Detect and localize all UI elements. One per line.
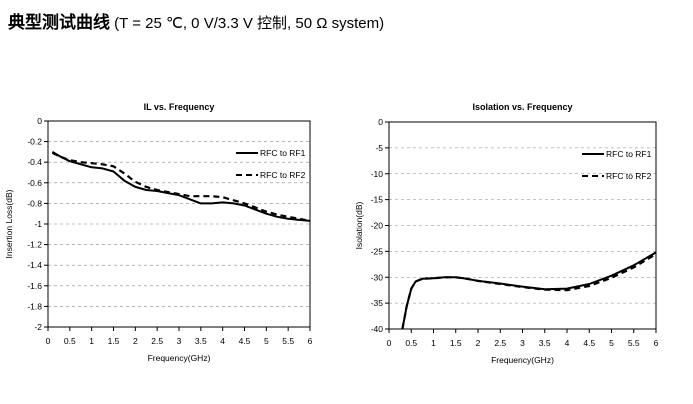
y-tick-label: -40 [371,324,384,334]
y-tick-label: -1.2 [27,240,42,250]
isolation-chart: Isolation vs. Frequency 0 -5 -10 -15 -20 -25 -3… [354,102,659,365]
x-tick-label: 0.5 [405,338,417,348]
header-title-conditions: (T = 25 ℃, 0 V/3.3 V 控制, 50 Ω system) [110,15,385,32]
page-header: 典型测试曲线 (T = 25 ℃, 0 V/3.3 V 控制, 50 Ω sys… [8,8,384,33]
x-tick-label: 0 [387,338,392,348]
x-tick-label: 2 [476,338,481,348]
x-tick-label: 0 [46,336,51,346]
series-line-2 [401,253,657,330]
x-tick-label: 2.5 [494,338,506,348]
y-tick-label: -0.2 [27,137,42,147]
y-tick-label: -15 [371,195,384,205]
x-tick-label: 0.5 [64,336,76,346]
x-tick-label: 2.5 [151,336,163,346]
x-tick-label: 3.5 [539,338,551,348]
y-tick-label: 0 [378,117,383,127]
y-axis-label: Insertion Loss(dB) [4,189,14,258]
x-tick-label: 6 [654,338,659,348]
x-tick-label: 5.5 [282,336,294,346]
chart-title: IL vs. Frequency [144,102,215,112]
x-tick-label: 4 [565,338,570,348]
series-line-1 [401,251,657,330]
x-tick-label: 5 [609,338,614,348]
x-tick-label: 6 [308,336,313,346]
header-title-bold: 典型测试曲线 [8,13,110,32]
y-tick-label: -2 [34,322,42,332]
chart-title: Isolation vs. Frequency [472,102,572,112]
y-tick-label: -10 [371,169,384,179]
x-tick-label: 3 [177,336,182,346]
legend-label: RFC to RF1 [606,149,652,159]
x-tick-label: 1.5 [108,336,120,346]
il-chart: IL vs. Frequency 0 -0.2 -0.4 -0.6 -0.8 -1 -1.2 -… [4,102,313,363]
y-tick-label: -1.4 [27,260,42,270]
y-tick-label: -0.6 [27,178,42,188]
x-tick-label: 3 [520,338,525,348]
y-tick-label: -1.6 [27,281,42,291]
series-line-2 [51,151,311,222]
y-tick-label: -35 [371,298,384,308]
y-tick-label: -0.8 [27,198,42,208]
x-tick-label: 4.5 [583,338,595,348]
x-tick-label: 1 [89,336,94,346]
x-tick-label: 5 [264,336,269,346]
y-tick-label: -30 [371,272,384,282]
x-axis-label: Frequency(GHz) [491,355,554,365]
x-tick-label: 5.5 [628,338,640,348]
x-tick-label: 4.5 [239,336,251,346]
y-tick-label: -0.4 [27,157,42,167]
x-tick-label: 1.5 [450,338,462,348]
legend-label: RFC to RF2 [260,170,306,180]
x-tick-label: 2 [133,336,138,346]
y-axis-label: Isolation(dB) [354,201,364,249]
x-tick-label: 1 [431,338,436,348]
legend-label: RFC to RF2 [606,171,652,181]
y-tick-label: 0 [37,116,42,126]
y-tick-label: -20 [371,221,384,231]
y-tick-label: -1.8 [27,301,42,311]
x-tick-label: 4 [220,336,225,346]
y-tick-label: -1 [34,219,42,229]
y-tick-label: -25 [371,246,384,256]
legend-label: RFC to RF1 [260,148,306,158]
y-tick-label: -5 [375,143,383,153]
x-axis-label: Frequency(GHz) [148,353,211,363]
x-tick-label: 3.5 [195,336,207,346]
